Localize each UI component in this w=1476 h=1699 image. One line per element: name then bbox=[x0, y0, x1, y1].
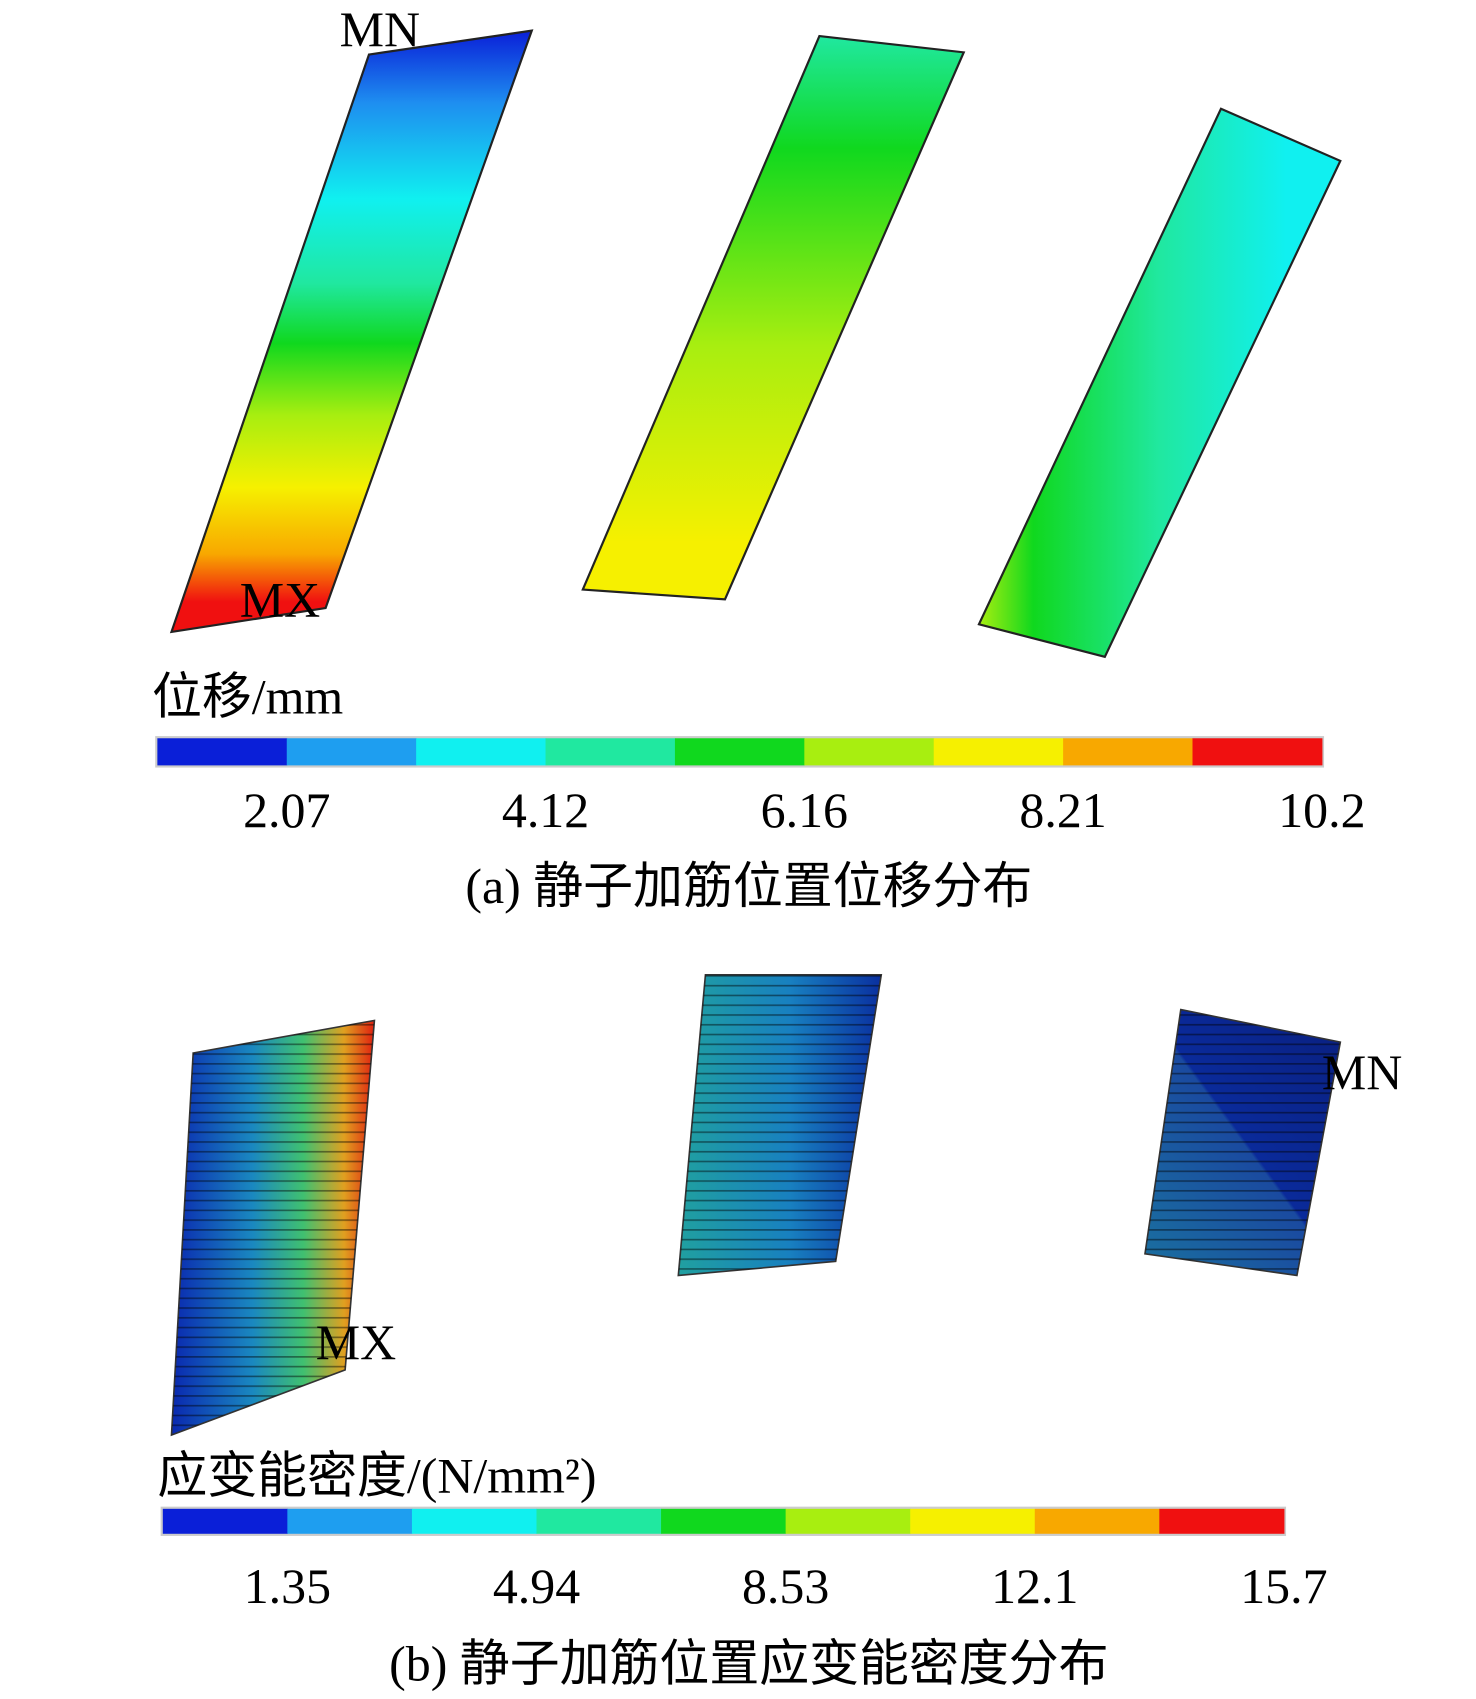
colorbar: 1.35 4.94 8.53 12.1 15.7 bbox=[160, 1506, 1328, 1614]
panel-b: MN MX 应变能密度/(N/mm²) 1.35 4.94 8.53 12.1 15.7… bbox=[157, 974, 1402, 1691]
colorbar-segment bbox=[804, 738, 935, 766]
colorbar-tick-label: 8.53 bbox=[742, 1559, 829, 1614]
blade-mesh bbox=[171, 1020, 375, 1436]
colorbar-segment bbox=[1192, 738, 1323, 766]
colorbar-tick-label: 4.12 bbox=[502, 783, 589, 838]
colorbar-tick-label: 8.21 bbox=[1019, 783, 1106, 838]
annotation: MN bbox=[1322, 1045, 1402, 1100]
colorbar-tick-label: 6.16 bbox=[761, 783, 848, 838]
colorbar-segment bbox=[157, 738, 288, 766]
colorbar-segment bbox=[162, 1508, 288, 1534]
colorbar-tick-label: 4.94 bbox=[493, 1559, 580, 1614]
colorbar-title: 应变能密度/(N/mm²) bbox=[157, 1449, 596, 1504]
colorbar-segment bbox=[1063, 738, 1194, 766]
colorbar-segment bbox=[411, 1508, 538, 1534]
colorbar-segment bbox=[286, 738, 417, 766]
colorbar: 2.07 4.12 6.16 8.21 10.2 bbox=[155, 736, 1366, 838]
annotation: MN bbox=[340, 2, 420, 57]
colorbar-tick-label: 12.1 bbox=[991, 1559, 1078, 1614]
colorbar-tick-label: 15.7 bbox=[1240, 1559, 1327, 1614]
colorbar-segment bbox=[536, 1508, 662, 1534]
colorbar-title: 位移/mm bbox=[152, 669, 343, 724]
blade-mesh bbox=[1144, 1009, 1341, 1276]
colorbar-segment bbox=[910, 1508, 1036, 1534]
colorbar-segment bbox=[545, 738, 676, 766]
blade bbox=[977, 107, 1342, 659]
colorbar-tick-label: 10.2 bbox=[1278, 783, 1365, 838]
blade bbox=[169, 29, 534, 634]
colorbar-segment bbox=[416, 738, 547, 766]
colorbar-segment bbox=[1034, 1508, 1160, 1534]
colorbar-tick-label: 2.07 bbox=[243, 783, 330, 838]
annotation: MX bbox=[240, 573, 320, 628]
blade-mesh bbox=[678, 974, 882, 1276]
colorbar-segment bbox=[661, 1508, 787, 1534]
colorbar-tick-label: 1.35 bbox=[244, 1559, 331, 1614]
blade bbox=[581, 34, 966, 601]
annotation: MX bbox=[316, 1315, 396, 1370]
colorbar-segment bbox=[933, 738, 1064, 766]
colorbar-segment bbox=[287, 1508, 413, 1534]
panel-a: MN MX 位移/mm 2.07 4.12 6.16 8.21 10.2 (a) 静子加… bbox=[152, 2, 1366, 914]
colorbar-segment bbox=[674, 738, 805, 766]
colorbar-segment bbox=[1159, 1508, 1285, 1534]
caption: (b) 静子加筋位置应变能密度分布 bbox=[389, 1636, 1108, 1691]
caption: (a) 静子加筋位置位移分布 bbox=[465, 859, 1032, 914]
colorbar-segment bbox=[785, 1508, 911, 1534]
